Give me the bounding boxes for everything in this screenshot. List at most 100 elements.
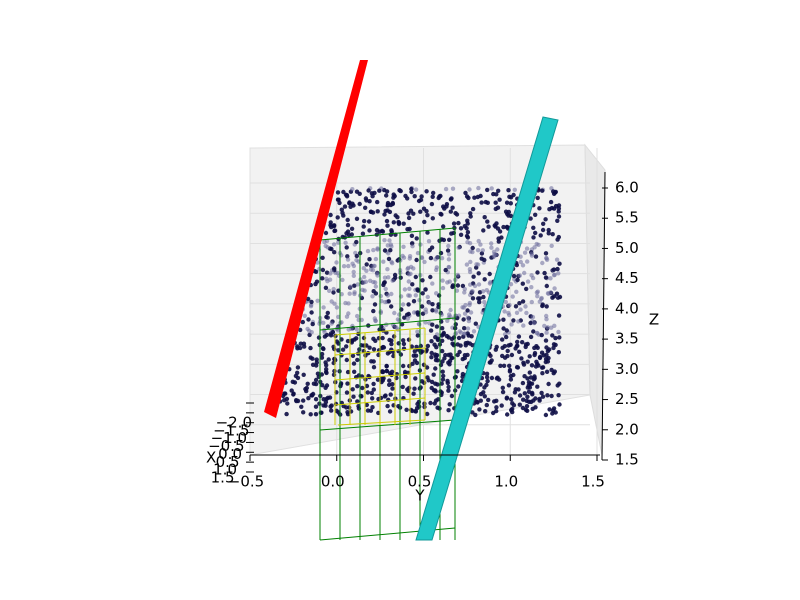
point	[377, 188, 382, 193]
point	[520, 263, 526, 268]
point	[414, 257, 419, 263]
z-tick-label: 2.5	[615, 390, 639, 408]
point	[544, 317, 549, 322]
point	[539, 332, 544, 338]
point	[533, 230, 538, 236]
point	[345, 254, 350, 259]
point	[539, 296, 544, 302]
point	[411, 353, 416, 358]
point	[556, 393, 561, 398]
y-tick-label: 0.0	[321, 473, 345, 491]
point	[451, 335, 457, 340]
point	[535, 384, 540, 389]
point	[547, 407, 552, 412]
point	[344, 245, 349, 250]
point	[538, 233, 543, 238]
point	[448, 197, 454, 202]
point	[383, 286, 388, 292]
point	[413, 376, 418, 381]
point	[373, 338, 378, 343]
point	[445, 280, 450, 285]
point	[535, 294, 540, 299]
point	[496, 236, 501, 241]
z-tick-label: 2.0	[615, 420, 639, 438]
point	[470, 296, 476, 301]
point	[329, 224, 334, 230]
point	[364, 262, 369, 267]
point	[354, 253, 359, 259]
point	[504, 225, 510, 230]
point	[429, 379, 435, 385]
point	[346, 311, 351, 316]
point	[415, 250, 421, 256]
point	[429, 385, 434, 391]
point	[380, 369, 385, 374]
point	[533, 396, 538, 401]
point	[411, 211, 416, 216]
point	[369, 390, 374, 396]
point	[487, 271, 492, 277]
point	[324, 314, 329, 320]
point	[545, 325, 550, 330]
point	[482, 257, 487, 263]
point	[430, 322, 435, 327]
point	[525, 279, 531, 284]
point	[458, 226, 464, 231]
x-tick-label: −0.5	[208, 437, 244, 455]
point	[465, 221, 470, 226]
point	[334, 260, 339, 265]
point	[408, 208, 414, 213]
point	[441, 224, 446, 229]
point	[385, 293, 390, 298]
point	[390, 382, 395, 387]
point	[544, 257, 550, 262]
point	[369, 191, 375, 196]
point	[365, 248, 371, 254]
point	[392, 272, 398, 278]
point	[355, 313, 360, 319]
point	[383, 393, 388, 398]
point	[387, 409, 393, 414]
point	[410, 282, 415, 287]
point	[522, 391, 527, 396]
point	[434, 255, 440, 260]
point	[482, 385, 487, 390]
y-axis-label: Y	[414, 487, 425, 505]
point	[422, 380, 427, 385]
point	[514, 343, 520, 349]
point	[557, 335, 562, 340]
point	[462, 331, 467, 336]
point	[489, 358, 494, 363]
point	[410, 408, 415, 414]
point	[329, 403, 334, 408]
point	[443, 267, 448, 273]
point	[519, 356, 524, 361]
point	[541, 221, 546, 226]
point	[323, 369, 329, 375]
red-plane	[264, 60, 368, 418]
point	[371, 308, 376, 314]
point	[555, 383, 560, 388]
point	[345, 257, 351, 262]
point	[453, 322, 458, 327]
point	[499, 403, 504, 408]
point	[411, 299, 417, 304]
point	[472, 283, 478, 289]
point	[555, 266, 560, 272]
point	[440, 377, 446, 382]
point	[460, 356, 465, 362]
point	[465, 340, 470, 345]
point	[328, 220, 333, 225]
point	[556, 206, 562, 211]
point	[446, 408, 451, 413]
point	[431, 190, 436, 196]
point	[520, 405, 526, 411]
point	[396, 404, 401, 409]
point	[502, 344, 507, 349]
point	[385, 203, 390, 208]
point	[375, 273, 380, 278]
point	[367, 257, 372, 262]
point	[455, 369, 460, 374]
point	[526, 389, 532, 394]
point	[426, 239, 432, 244]
